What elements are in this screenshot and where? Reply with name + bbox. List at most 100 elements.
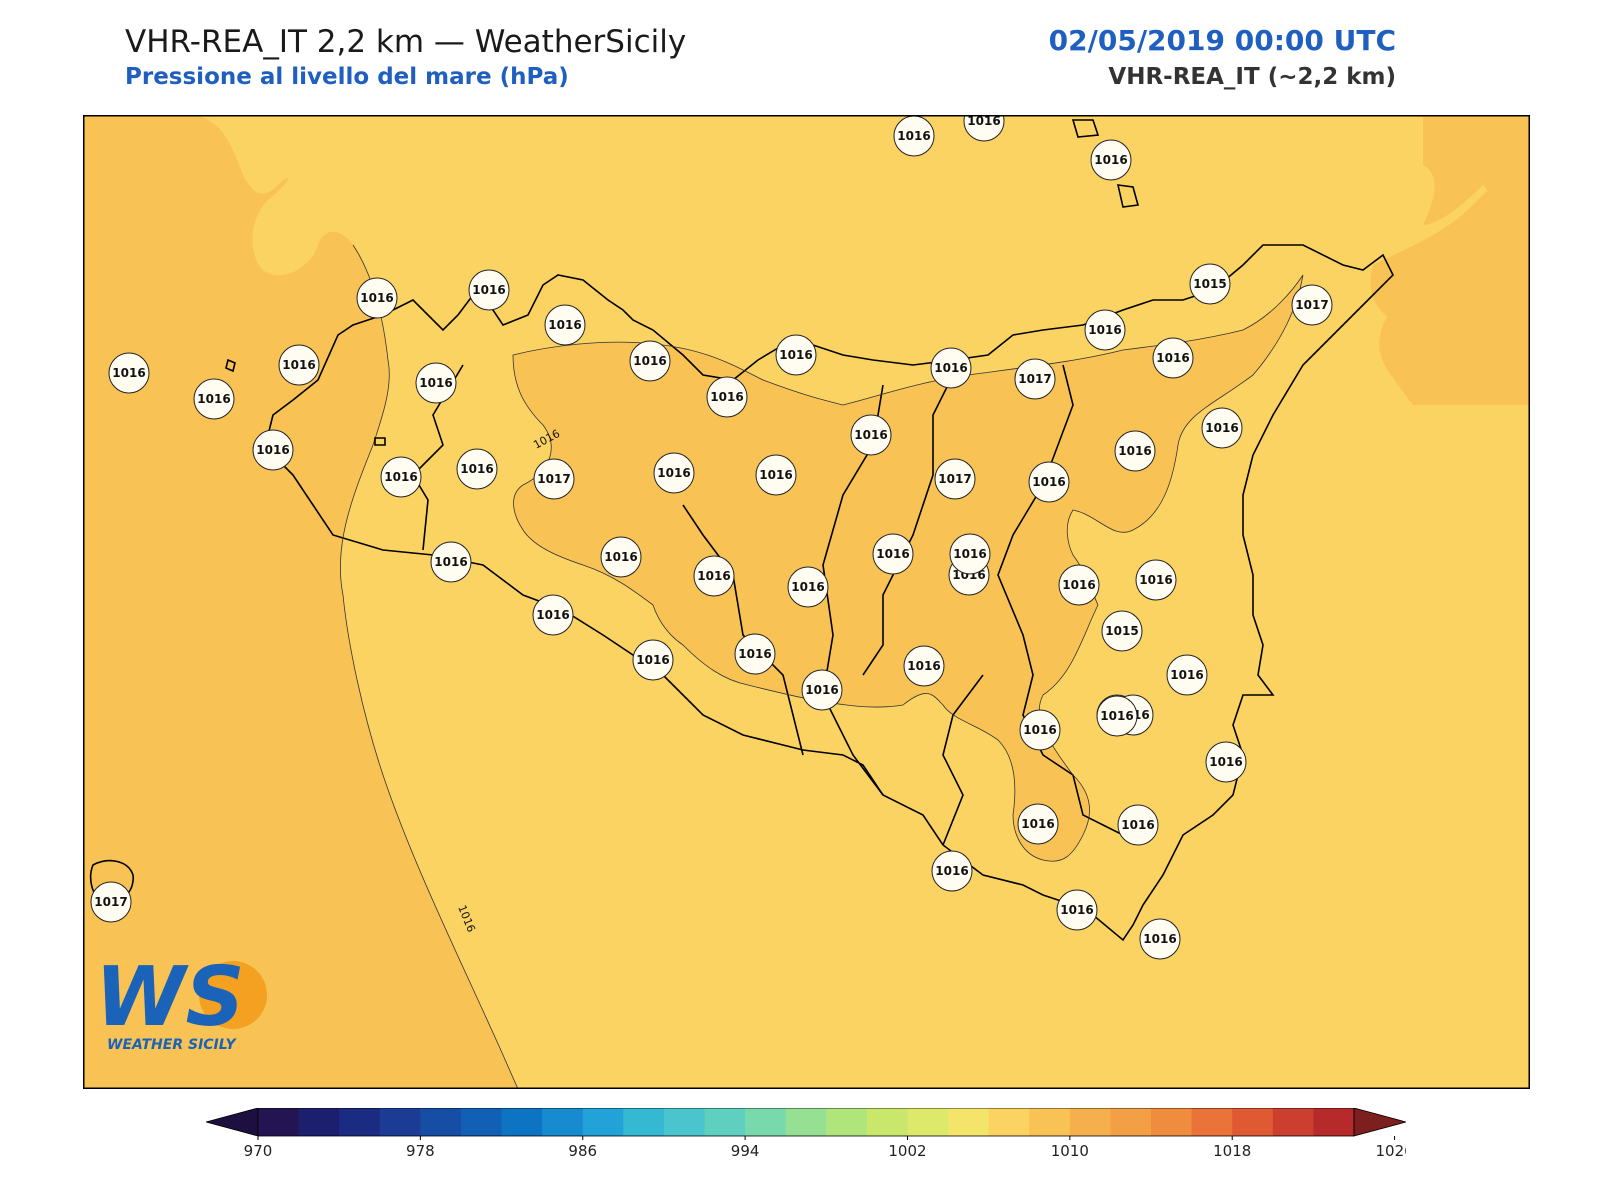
station-marker: 1016 <box>850 414 892 456</box>
station-value: 1016 <box>460 462 493 476</box>
station-value: 1016 <box>897 129 930 143</box>
colorbar-tick-label: 986 <box>568 1142 597 1160</box>
colorbar-cell <box>542 1108 584 1136</box>
station-marker: 1015 <box>1189 263 1231 305</box>
station-circle <box>278 344 320 386</box>
colorbar-cell <box>501 1108 543 1136</box>
station-circle <box>801 669 843 711</box>
station-value: 1016 <box>633 354 666 368</box>
station-marker: 1016 <box>1017 803 1059 845</box>
pressure-field-dark <box>513 275 1303 862</box>
station-value: 1016 <box>548 318 581 332</box>
station-marker: 1016 <box>801 669 843 711</box>
station-circle <box>90 881 132 923</box>
station-value: 1016 <box>791 580 824 594</box>
station-value: 1016 <box>710 390 743 404</box>
station-value: 1016 <box>854 428 887 442</box>
station-marker: 1017 <box>1291 284 1333 326</box>
station-circle <box>632 639 674 681</box>
colorbar-cell <box>826 1108 868 1136</box>
station-marker: 1016 <box>949 533 991 575</box>
station-circle <box>544 304 586 346</box>
station-circle <box>600 536 642 578</box>
station-circle <box>930 347 972 389</box>
station-marker: 1016 <box>278 344 320 386</box>
colorbar-tick-label: 1026 <box>1375 1142 1406 1160</box>
station-marker: 1015 <box>1101 610 1143 652</box>
station-marker: 1017 <box>934 458 976 500</box>
colorbar-cell <box>420 1108 462 1136</box>
station-marker: 1016 <box>706 376 748 418</box>
station-marker: 1016 <box>775 334 817 376</box>
station-circle <box>1291 284 1333 326</box>
station-circle <box>532 594 574 636</box>
station-circle <box>1014 358 1056 400</box>
weathersicily-logo: WS WEATHER SICILY <box>95 950 267 1053</box>
station-value: 1016 <box>1205 421 1238 435</box>
station-circle <box>1028 461 1070 503</box>
station-value: 1016 <box>636 653 669 667</box>
station-circle <box>787 566 829 608</box>
station-value: 1016 <box>805 683 838 697</box>
station-value: 1016 <box>935 864 968 878</box>
station-marker: 1016 <box>931 850 973 892</box>
colorbar-cell <box>663 1108 706 1136</box>
station-value: 1016 <box>907 659 940 673</box>
station-marker: 1016 <box>632 639 674 681</box>
station-circle <box>193 378 235 420</box>
station-circle <box>1019 709 1061 751</box>
station-circle <box>1084 309 1126 351</box>
station-value: 1016 <box>876 547 909 561</box>
station-value: 1016 <box>604 550 637 564</box>
colorbar-cell <box>907 1108 949 1136</box>
station-marker: 1016 <box>787 566 829 608</box>
station-marker: 1016 <box>1205 741 1247 783</box>
colorbar-cell <box>1191 1108 1233 1136</box>
logo-text: WEATHER SICILY <box>107 1037 238 1053</box>
colorbar-cell <box>704 1108 746 1136</box>
station-value: 1016 <box>282 358 315 372</box>
station-circle <box>1090 139 1132 181</box>
station-value: 1016 <box>1209 755 1242 769</box>
station-marker: 1016 <box>1114 430 1156 472</box>
colorbar-cell <box>1313 1108 1355 1136</box>
station-circle <box>1058 564 1100 606</box>
station-circle <box>533 458 575 500</box>
colorbar-cell <box>1029 1108 1071 1136</box>
colorbar-tick-label: 1018 <box>1213 1142 1251 1160</box>
station-value: 1016 <box>1062 578 1095 592</box>
colorbar-under-arrow <box>206 1108 259 1137</box>
station-value: 1017 <box>1018 372 1051 386</box>
station-circle <box>1056 889 1098 931</box>
colorbar-cell <box>339 1108 381 1136</box>
station-circle <box>775 334 817 376</box>
station-value: 1016 <box>419 376 452 390</box>
colorbar-cell <box>1232 1108 1274 1136</box>
station-marker: 1016 <box>430 541 472 583</box>
station-marker: 1016 <box>532 594 574 636</box>
station-circle <box>1117 804 1159 846</box>
station-marker: 1016 <box>415 362 457 404</box>
station-circle <box>468 269 510 311</box>
station-marker: 1016 <box>872 533 914 575</box>
island-outline <box>1071 119 1100 138</box>
station-circle <box>949 533 991 575</box>
station-value: 1016 <box>1094 153 1127 167</box>
station-circle <box>1101 610 1143 652</box>
station-value: 1016 <box>967 115 1000 128</box>
station-marker: 1016 <box>1152 337 1194 379</box>
station-value: 1016 <box>759 468 792 482</box>
station-marker: 1016 <box>1135 559 1177 601</box>
station-marker: 1016 <box>193 378 235 420</box>
colorbar-tick-label: 978 <box>406 1142 435 1160</box>
station-circle <box>415 362 457 404</box>
station-marker: 1016 <box>1201 407 1243 449</box>
station-value: 1017 <box>94 895 127 909</box>
station-marker: 1016 <box>903 645 945 687</box>
colorbar-over-arrow <box>1353 1108 1406 1137</box>
station-marker: 1016 <box>1166 654 1208 696</box>
station-value: 1016 <box>197 392 230 406</box>
station-circle <box>1017 803 1059 845</box>
station-value: 1016 <box>360 291 393 305</box>
station-marker: 1016 <box>468 269 510 311</box>
